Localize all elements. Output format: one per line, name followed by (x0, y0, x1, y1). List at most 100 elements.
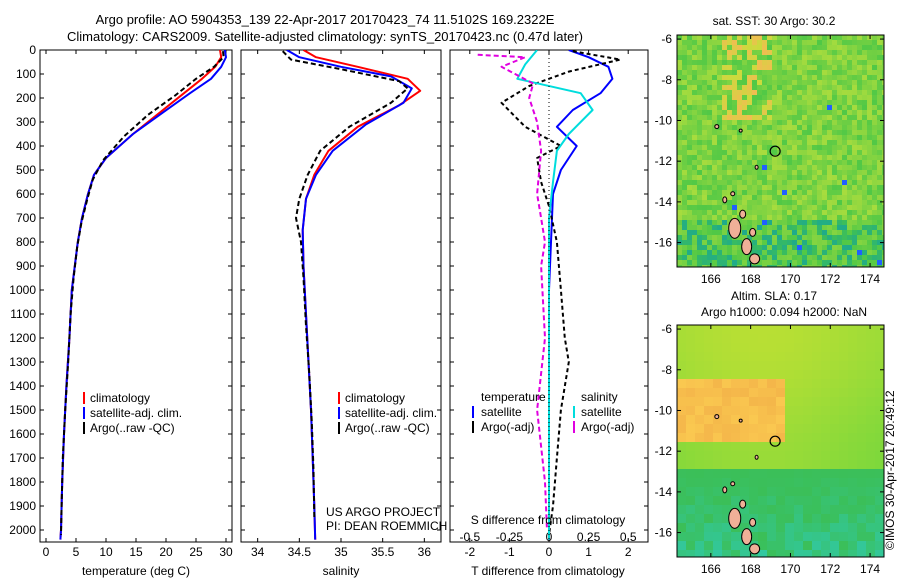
temperature-xlabel: temperature (deg C) (82, 564, 190, 578)
island-shape (754, 454, 759, 460)
difference-xlabel-bottom: T difference from climatology (471, 564, 625, 578)
difference-xtick-label: 1 (585, 545, 592, 559)
salinity-xtick-label: 34.5 (288, 545, 312, 559)
difference-top-tick-label: 0.5 (620, 530, 637, 544)
depth-tick-labels: 0 100 200 300 400 500 600 700 800 900 1000 1100 1200… (9, 43, 36, 537)
map-lon-tick-label: 174 (860, 272, 880, 286)
argo-raw-qc--line (60, 51, 225, 535)
map-lon-tick-label: 172 (820, 562, 840, 576)
temperature-legend: climatology satellite-adj. clim. Argo(..… (83, 391, 182, 435)
salinity-xlabel: salinity (323, 564, 360, 578)
figure-title-line1: Argo profile: AO 5904353_139 22-Apr-2017… (95, 12, 555, 27)
difference-top-tick-label: -0.5 (459, 530, 480, 544)
difference-xtick-label: -2 (464, 545, 475, 559)
salinity-xtick-label: 35.5 (371, 545, 395, 559)
temperature-xtick-label: 0 (43, 545, 50, 559)
depth-tick-label: 1900 (9, 499, 36, 513)
island-shape (714, 414, 720, 420)
map-lon-tick-label: 166 (701, 562, 721, 576)
island-shape (730, 481, 736, 487)
island-shape (738, 128, 743, 133)
island-shape (738, 418, 743, 423)
legend-climatology: climatology (90, 391, 150, 405)
map-lat-tick-label: -8 (661, 363, 672, 377)
island-shape (728, 507, 742, 529)
difference-top-tick-label: 0.25 (577, 530, 601, 544)
temperature-xtick-label: 30 (219, 545, 233, 559)
map-lon-tick-label: 172 (820, 272, 840, 286)
map-lat-tick-label: -12 (655, 444, 673, 458)
legend-temp-satellite: satellite (481, 405, 522, 419)
depth-tick-label: 0 (29, 43, 36, 57)
depth-tick-label: 600 (16, 187, 36, 201)
sst-map: 166 168 170 172 174 -6 -8 -10 -12 -14 -16 sat. SST… (655, 14, 885, 286)
island-shape (739, 209, 747, 219)
depth-tick-label: 1600 (9, 427, 36, 441)
difference-xlabel-top: S difference from climatology (471, 513, 626, 527)
depth-tick-label: 700 (16, 211, 36, 225)
sst-map-ticks: 166 168 170 172 174 -6 -8 -10 -12 -14 -16 (655, 32, 884, 286)
depth-tick-label: 100 (16, 67, 36, 81)
map-lat-tick-label: -10 (655, 403, 673, 417)
sla-map-title-line2: Argo h1000: 0.094 h2000: NaN (701, 305, 867, 319)
island-shape (728, 217, 742, 239)
depth-tick-label: 1300 (9, 355, 36, 369)
salinity-lines (281, 50, 422, 540)
temperature-axes (39, 49, 233, 543)
map-lat-tick-label: -6 (661, 322, 672, 336)
project-credit: US ARGO PROJECT (326, 505, 441, 519)
depth-tick-label: 500 (16, 163, 36, 177)
depth-tick-label: 900 (16, 259, 36, 273)
sla-map-title-line1: Altim. SLA: 0.17 (731, 289, 817, 303)
map-lat-tick-label: -16 (655, 236, 673, 250)
island-shape (722, 196, 728, 204)
legend-satellite-clim: satellite-adj. clim. (345, 406, 437, 420)
sla-map-ticks: 166 168 170 172 174 -6 -8 -10 -12 -14 -16 (655, 322, 884, 576)
salinity-legend: climatology satellite-adj. clim. Argo(..… (338, 391, 437, 435)
temperature-lines (59, 50, 227, 540)
island-shape (741, 238, 753, 256)
depth-tick-label: 1800 (9, 475, 36, 489)
map-lon-tick-label: 168 (741, 272, 761, 286)
island-shape (749, 253, 761, 265)
island-shape (730, 191, 736, 197)
depth-tick-label: 300 (16, 115, 36, 129)
map-lat-tick-label: -8 (661, 73, 672, 87)
map-lat-tick-label: -14 (655, 195, 673, 209)
temperature-xtick-label: 5 (73, 545, 80, 559)
map-lon-tick-label: 166 (701, 272, 721, 286)
map-lat-tick-label: -12 (655, 154, 673, 168)
legend-satellite-clim: satellite-adj. clim. (90, 406, 182, 420)
sst-map-title: sat. SST: 30 Argo: 30.2 (713, 14, 836, 28)
map-lon-tick-label: 174 (860, 562, 880, 576)
map-lon-tick-label: 168 (741, 562, 761, 576)
map-lon-tick-label: 170 (780, 562, 800, 576)
depth-tick-label: 1500 (9, 403, 36, 417)
map-lat-tick-label: -10 (655, 113, 673, 127)
depth-tick-label: 1200 (9, 331, 36, 345)
map-lat-tick-label: -16 (655, 526, 673, 540)
pi-credit: PI: DEAN ROEMMICH (326, 519, 447, 533)
legend-climatology: climatology (345, 391, 405, 405)
salinity-xtick-label: 36 (418, 545, 432, 559)
legend-sal-argo: Argo(-adj) (581, 420, 634, 434)
depth-tick-label: 400 (16, 139, 36, 153)
salinity-xtick-label: 35 (334, 545, 348, 559)
argo-position-marker (769, 145, 781, 157)
difference-xtick-label: -1 (504, 545, 515, 559)
difference-legend: temperature satellite Argo(-adj) salinit… (472, 390, 634, 434)
temperature-xtick-label: 10 (99, 545, 113, 559)
temperature-xtick-label: 20 (159, 545, 173, 559)
difference-xtick-label: 0 (546, 545, 553, 559)
depth-tick-label: 1100 (10, 307, 36, 321)
map-lat-tick-label: -6 (661, 32, 672, 46)
map-lat-tick-label: -14 (655, 485, 673, 499)
legend-sal-satellite: satellite (581, 405, 622, 419)
depth-tick-label: 800 (16, 235, 36, 249)
depth-tick-label: 1400 (9, 379, 36, 393)
salinity-ticks: 34 34.5 35 35.5 36 (241, 49, 441, 559)
difference-xtick-label: 2 (625, 545, 632, 559)
island-shape (714, 124, 720, 130)
salinity-axes (240, 49, 442, 543)
